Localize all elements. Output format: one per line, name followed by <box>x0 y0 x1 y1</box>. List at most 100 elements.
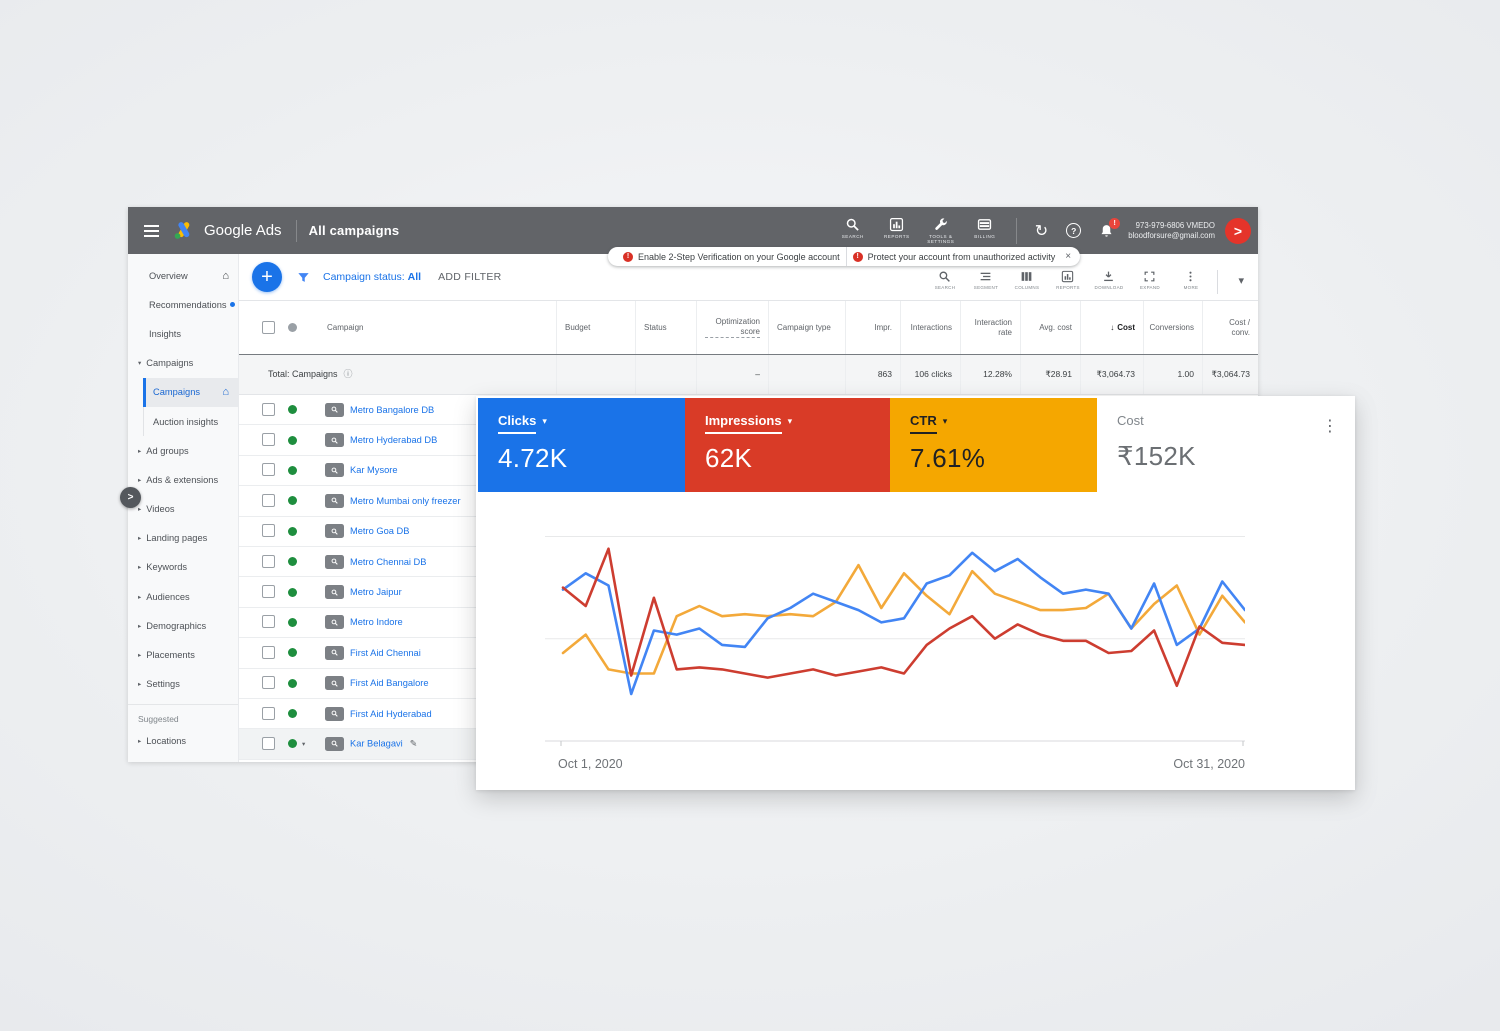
column-header-budget[interactable]: Budget <box>556 301 635 354</box>
column-header-impr[interactable]: Impr. <box>845 301 900 354</box>
status-enabled-icon <box>288 587 297 597</box>
row-checkbox[interactable] <box>262 554 275 568</box>
select-all-checkbox[interactable] <box>262 321 275 334</box>
metric-label: Clicks <box>498 413 537 434</box>
column-header-optimization-score[interactable]: Optimization score <box>696 301 768 354</box>
sidebar-item-insights[interactable]: Insights <box>128 319 238 348</box>
add-filter-button[interactable]: ADD FILTER <box>438 271 502 283</box>
notifications-bell-icon[interactable]: ! <box>1099 217 1121 239</box>
row-checkbox[interactable] <box>262 524 275 538</box>
metric-cost[interactable]: Cost ₹152K <box>1097 398 1355 492</box>
table-tool-download[interactable]: DOWNLOAD <box>1088 270 1129 290</box>
new-campaign-button[interactable]: + <box>252 262 282 292</box>
campaign-name-link[interactable]: Metro Chennai DB <box>350 556 427 567</box>
sidebar-item-overview[interactable]: Overview ⌂ <box>128 261 238 290</box>
sidebar-item-placements[interactable]: ▸ Placements <box>128 640 238 669</box>
chevron-right-icon: ▸ <box>138 506 142 514</box>
metric-clicks[interactable]: Clicks ▾ 4.72K <box>478 398 685 492</box>
account-avatar[interactable]: > <box>1225 217 1251 244</box>
campaign-name-link[interactable]: First Aid Chennai <box>350 647 421 658</box>
row-checkbox[interactable] <box>262 493 275 507</box>
sidebar-item-demographics[interactable]: ▸ Demographics <box>128 611 238 640</box>
column-header-campaign[interactable]: Campaign <box>239 301 556 354</box>
column-header-interaction-rate[interactable]: Interaction rate <box>960 301 1020 354</box>
banner-message[interactable]: ! Protect your account from unauthorized … <box>847 251 1062 262</box>
chevron-right-icon: ▸ <box>138 564 142 572</box>
sidebar: Overview ⌂ Recommendations Insights ▾ Campaig… <box>128 254 239 762</box>
banner-message[interactable]: ! Enable 2-Step Verification on your Goog… <box>617 251 846 262</box>
total-cell-2 <box>635 355 696 394</box>
campaigns-toolbar: + Campaign status: All ADD FILTER SEARCH… <box>239 254 1258 300</box>
columns-icon <box>1020 270 1033 283</box>
campaign-status-value: All <box>407 271 422 283</box>
campaign-status-filter[interactable]: Campaign status: All <box>323 271 421 283</box>
row-checkbox[interactable] <box>262 676 275 690</box>
sidebar-item-auction-insights[interactable]: Auction insights <box>144 407 238 436</box>
row-checkbox[interactable] <box>262 402 275 416</box>
sidebar-item-videos[interactable]: ▸ Videos <box>128 495 238 524</box>
filter-icon[interactable] <box>297 271 310 284</box>
chevron-right-icon: ▸ <box>138 476 142 484</box>
row-checkbox[interactable] <box>262 615 275 629</box>
banner-close-icon[interactable]: × <box>1065 251 1072 262</box>
row-checkbox[interactable] <box>262 585 275 599</box>
total-cell-1 <box>556 355 635 394</box>
sidebar-item-settings[interactable]: ▸ Settings <box>128 670 238 699</box>
table-tool-segment[interactable]: SEGMENT <box>965 270 1006 290</box>
sidebar-item-ad-groups[interactable]: ▸ Ad groups <box>128 436 238 465</box>
table-tool-more[interactable]: MORE <box>1170 270 1211 290</box>
campaign-name-link[interactable]: First Aid Hyderabad <box>350 708 432 719</box>
sidebar-collapse-handle[interactable]: > <box>120 487 141 508</box>
header-tool-label: BILLING <box>974 233 996 239</box>
campaign-name-link[interactable]: Kar Belagavi ✎ <box>350 738 418 749</box>
table-tool-search[interactable]: SEARCH <box>924 270 965 290</box>
sidebar-item-landing-pages[interactable]: ▸ Landing pages <box>128 524 238 553</box>
row-checkbox[interactable] <box>262 463 275 477</box>
column-header-conversions[interactable]: Conversions <box>1143 301 1202 354</box>
column-header-cost[interactable]: ↓ Cost <box>1080 301 1143 354</box>
metric-impressions[interactable]: Impressions ▾ 62K <box>685 398 890 492</box>
search-button[interactable]: SEARCH <box>831 217 875 245</box>
sidebar-item-label: Insights <box>149 328 182 339</box>
tools-settings-button[interactable]: TOOLS & SETTINGS <box>919 217 963 245</box>
column-header-avg-cost[interactable]: Avg. cost <box>1020 301 1080 354</box>
sidebar-item-keywords[interactable]: ▸ Keywords <box>128 553 238 582</box>
card-more-icon[interactable]: ⋮ <box>1322 418 1338 435</box>
row-checkbox[interactable] <box>262 706 275 720</box>
row-checkbox[interactable] <box>262 645 275 659</box>
sidebar-item-campaigns[interactable]: ▾ Campaigns <box>128 349 238 378</box>
tools-icon <box>933 217 948 232</box>
billing-button[interactable]: BILLING <box>963 217 1007 245</box>
campaign-name-link[interactable]: Metro Indore <box>350 617 403 628</box>
edit-pencil-icon[interactable]: ✎ <box>409 738 418 749</box>
campaign-name-link[interactable]: First Aid Bangalore <box>350 678 429 689</box>
campaign-name-link[interactable]: Metro Goa DB <box>350 526 410 537</box>
column-header-interactions[interactable]: Interactions <box>900 301 960 354</box>
row-checkbox[interactable] <box>262 433 275 447</box>
sidebar-item-label: Overview <box>149 270 188 281</box>
campaign-name-link[interactable]: Metro Hyderabad DB <box>350 435 438 446</box>
column-header-cost-conv[interactable]: Cost / conv. <box>1202 301 1258 354</box>
sidebar-item-recommendations[interactable]: Recommendations <box>128 290 238 319</box>
campaign-name-link[interactable]: Kar Mysore <box>350 465 398 476</box>
metric-ctr[interactable]: CTR ▾ 7.61% <box>890 398 1097 492</box>
table-tool-expand[interactable]: EXPAND <box>1129 270 1170 290</box>
sidebar-item-campaigns[interactable]: Campaigns ⌂ <box>143 377 238 408</box>
collapse-toolbar-icon[interactable]: ▾ <box>1238 275 1244 287</box>
campaign-name-link[interactable]: Metro Jaipur <box>350 587 402 598</box>
sidebar-item-ads-extensions[interactable]: ▸ Ads & extensions <box>128 465 238 494</box>
sidebar-item-audiences[interactable]: ▸ Audiences <box>128 582 238 611</box>
campaign-name-link[interactable]: Metro Mumbai only freezer <box>350 495 461 506</box>
campaign-name-link[interactable]: Metro Bangalore DB <box>350 404 435 415</box>
reports-button[interactable]: REPORTS <box>875 217 919 245</box>
row-checkbox[interactable] <box>262 736 275 750</box>
column-header-status[interactable]: Status <box>635 301 696 354</box>
column-header-campaign-type[interactable]: Campaign type <box>768 301 845 354</box>
account-info[interactable]: 973-979-6806 VMEDO bloodforsure@gmail.co… <box>1128 221 1215 240</box>
refresh-icon[interactable]: ↻ <box>1034 222 1049 240</box>
menu-icon[interactable] <box>144 224 159 237</box>
sidebar-item-locations[interactable]: ▸ Locations <box>128 727 238 756</box>
table-tool-reports[interactable]: REPORTS <box>1047 270 1088 290</box>
table-tool-columns[interactable]: COLUMNS <box>1006 270 1047 290</box>
help-icon[interactable]: ? <box>1066 223 1082 238</box>
